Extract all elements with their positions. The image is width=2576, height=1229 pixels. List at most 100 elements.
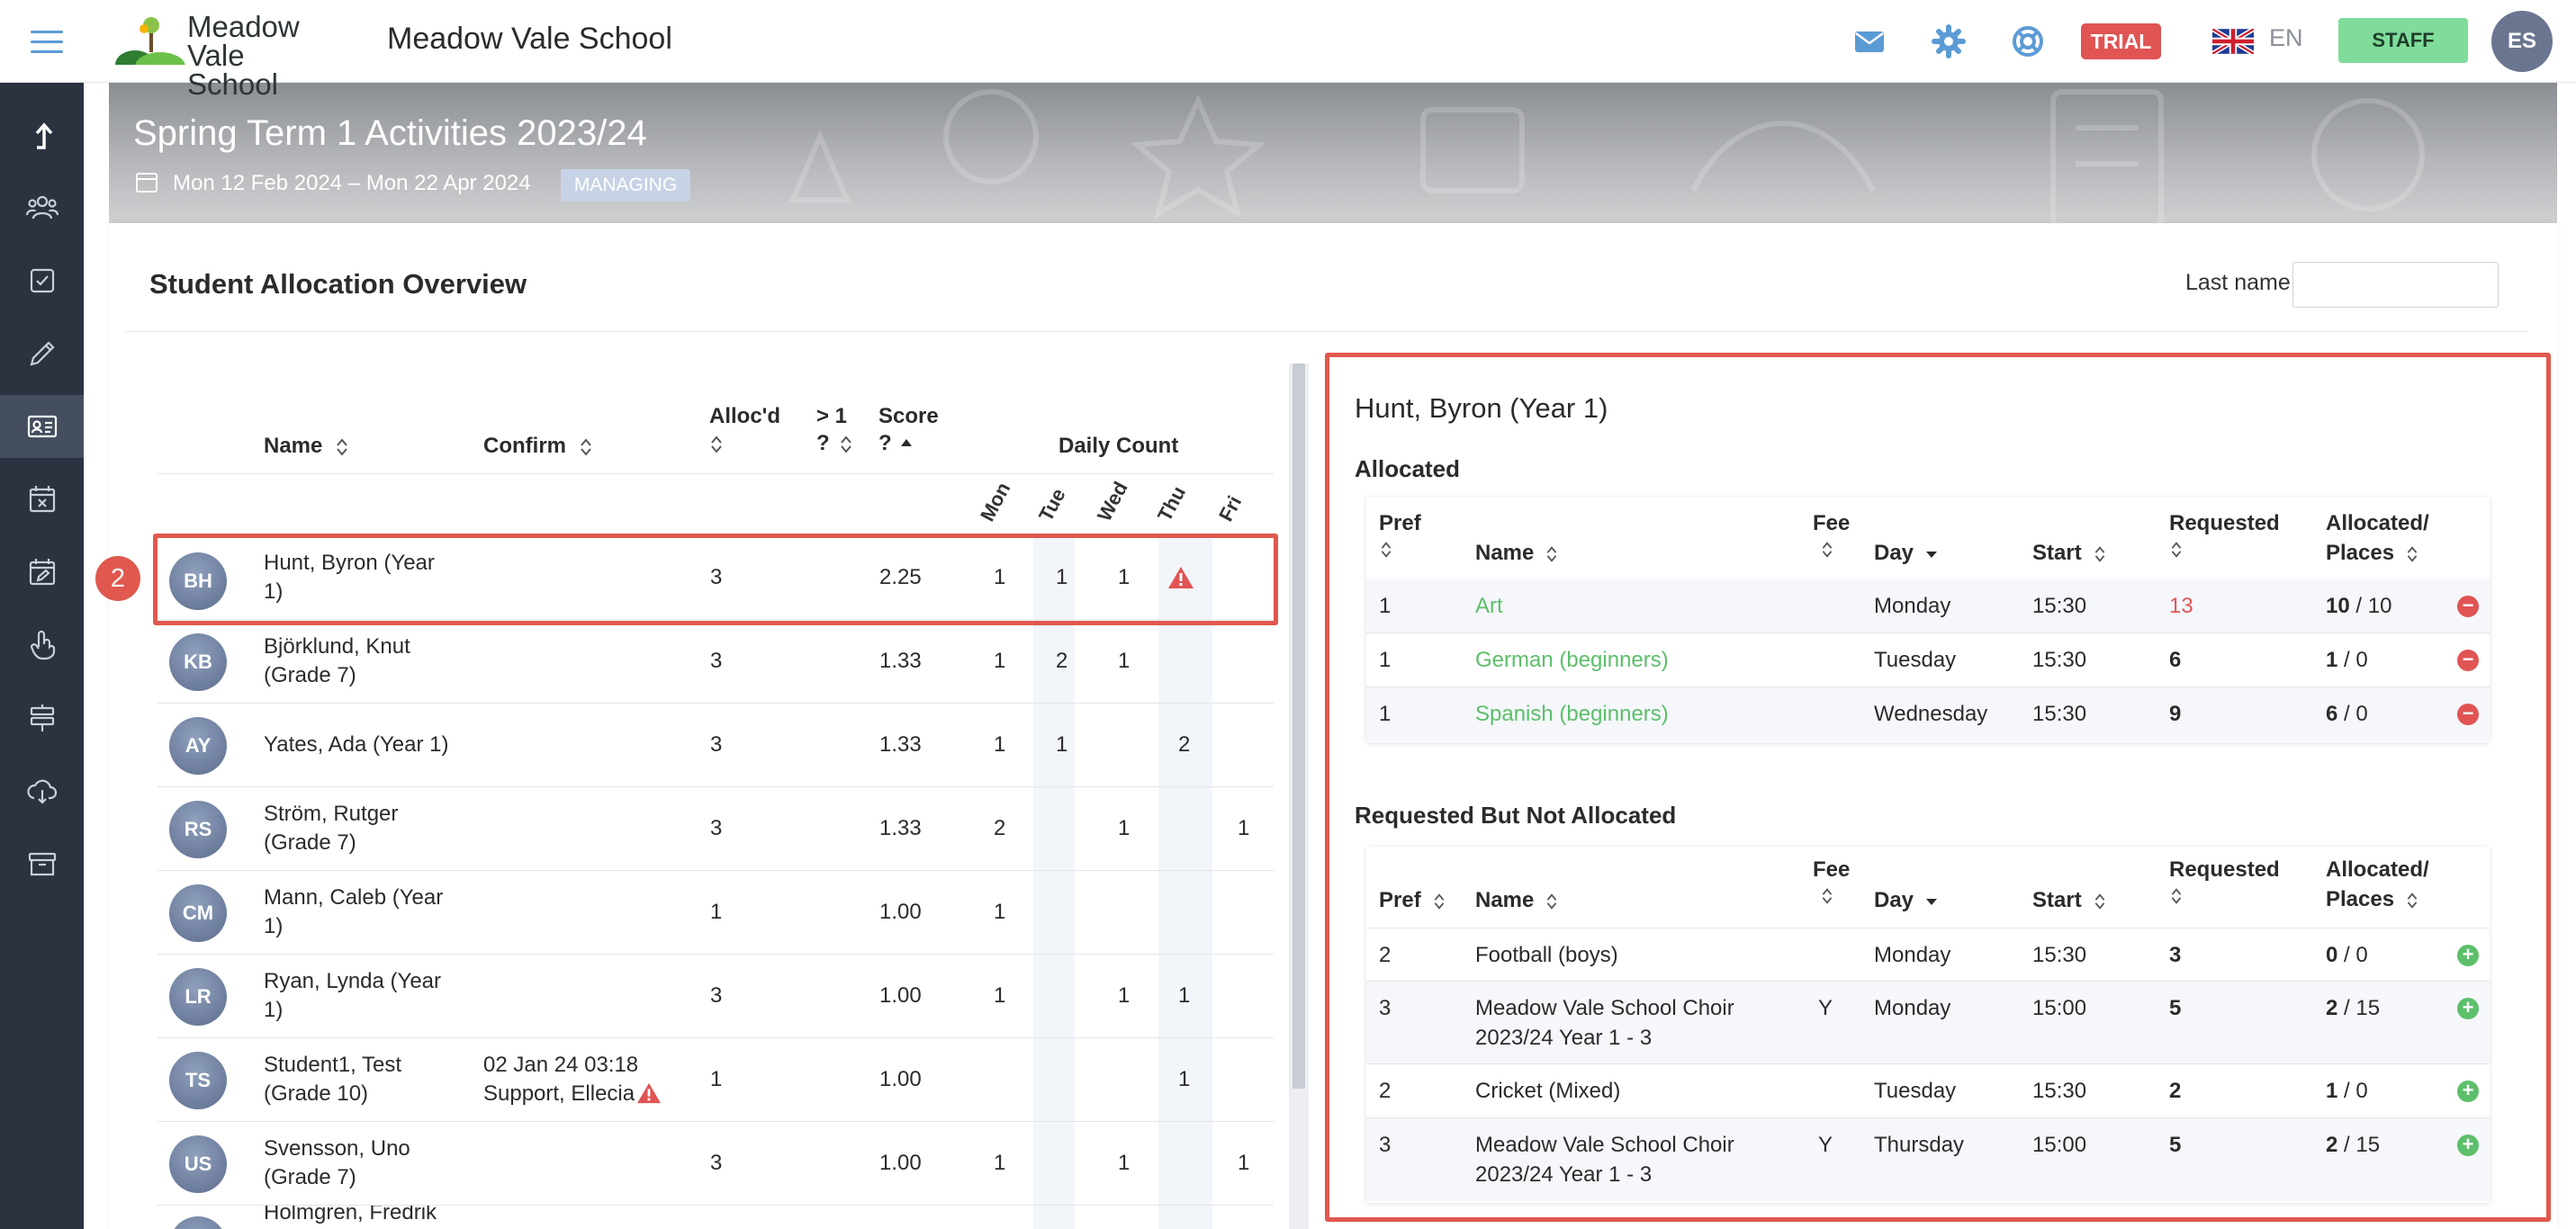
export-icon[interactable]	[0, 103, 84, 166]
page-title: Student Allocation Overview	[149, 268, 527, 300]
score-value: 1.00	[879, 983, 922, 1008]
table-row[interactable]: 2 Cricket (Mixed) Tuesday 15:30 2 1 / 0 …	[1366, 1064, 2490, 1118]
warning-icon[interactable]	[636, 1081, 662, 1105]
activity-link[interactable]: Spanish (beginners)	[1475, 702, 1669, 726]
language-selector[interactable]: EN	[2269, 24, 2303, 51]
start-value: 15:30	[2032, 594, 2087, 618]
sort-icon	[1547, 893, 1557, 910]
add-allocation-button[interactable]: +	[2457, 1081, 2479, 1102]
add-allocation-button[interactable]: +	[2457, 998, 2479, 1019]
confirm-column-header[interactable]: Confirm	[483, 434, 593, 459]
confirm-info: 02 Jan 24 03:18 Support, Ellecia	[483, 1053, 639, 1106]
fri-count: 1	[1238, 1151, 1250, 1175]
table-row[interactable]: 3 Meadow Vale School Choir 2023/24 Year 1…	[1366, 982, 2490, 1064]
allocated-places-value: 2 / 15	[2326, 996, 2381, 1020]
requested-header[interactable]: Requested	[2169, 508, 2280, 568]
sort-ascending-icon	[900, 438, 912, 446]
student-name[interactable]: Svensson, Uno (Grade 7)	[264, 1136, 410, 1189]
table-row[interactable]: AY Yates, Ada (Year 1) 3 1.33 1 1 2	[158, 704, 1274, 787]
name-column-header[interactable]: Name	[264, 434, 349, 459]
calendar-x-icon[interactable]	[0, 468, 84, 531]
cloud-download-icon[interactable]	[0, 759, 84, 822]
user-avatar[interactable]: ES	[2491, 11, 2553, 72]
day-header[interactable]: Day	[1874, 885, 1939, 915]
logo-hills-icon	[115, 17, 187, 81]
allocated-places-header[interactable]: Allocated/Places	[2326, 857, 2429, 911]
mon-count: 1	[994, 649, 1006, 673]
student-name[interactable]: Mann, Caleb (Year 1)	[264, 885, 444, 938]
remove-allocation-button[interactable]: −	[2457, 650, 2479, 671]
table-row[interactable]: KB Björklund, Knut (Grade 7) 3 1.33 1 2 1	[158, 620, 1274, 704]
student-name[interactable]: Student1, Test (Grade 10)	[264, 1053, 401, 1106]
calendar-edit-icon[interactable]	[0, 541, 84, 604]
staff-button[interactable]: STAFF	[2338, 18, 2468, 63]
student-name[interactable]: Ström, Rutger (Grade 7)	[264, 802, 399, 855]
warning-icon[interactable]	[1167, 565, 1194, 590]
signpost-icon[interactable]	[0, 686, 84, 749]
help-lifebuoy-icon[interactable]	[2010, 23, 2046, 59]
student-name[interactable]: Yates, Ada (Year 1)	[264, 732, 449, 757]
requested-header[interactable]: Requested	[2169, 855, 2280, 914]
table-row[interactable]: CM Mann, Caleb (Year 1) 1 1.00 1	[158, 871, 1274, 955]
school-logo[interactable]: Meadow Vale School	[115, 9, 331, 99]
table-row[interactable]: BH Hunt, Byron (Year 1) 3 2.25 1 1 1	[158, 536, 1274, 620]
table-row[interactable]: RS Ström, Rutger (Grade 7) 3 1.33 2 1 1	[158, 787, 1274, 871]
gear-icon[interactable]	[1931, 23, 1967, 59]
start-value: 15:00	[2032, 1133, 2087, 1157]
sort-icon	[2171, 888, 2182, 904]
people-icon[interactable]	[0, 176, 84, 239]
archive-box-icon[interactable]	[0, 832, 84, 895]
tue-count: 2	[1056, 649, 1068, 673]
allocd-column-header[interactable]: Alloc'd	[709, 403, 780, 457]
name-header[interactable]: Name	[1475, 885, 1559, 915]
remove-allocation-button[interactable]: −	[2457, 596, 2479, 617]
alloc-count: 3	[710, 816, 723, 840]
table-row[interactable]: LR Ryan, Lynda (Year 1) 3 1.00 1 1 1	[158, 955, 1274, 1038]
pencil-icon[interactable]	[0, 322, 84, 385]
student-name[interactable]: Björklund, Knut (Grade 7)	[264, 634, 410, 687]
avatar: AY	[169, 717, 227, 775]
sort-icon	[2407, 892, 2418, 909]
add-allocation-button[interactable]: +	[2457, 945, 2479, 966]
score-value: 1.00	[879, 900, 922, 924]
start-header[interactable]: Start	[2032, 538, 2107, 568]
hand-pointer-icon[interactable]	[0, 614, 84, 677]
uk-flag-icon[interactable]	[2212, 29, 2254, 54]
fee-header[interactable]: Fee	[1813, 508, 1850, 568]
add-allocation-button[interactable]: +	[2457, 1135, 2479, 1156]
student-name[interactable]: Ryan, Lynda (Year 1)	[264, 969, 442, 1022]
mail-icon[interactable]	[1851, 23, 1887, 59]
day-header[interactable]: Day	[1874, 538, 1939, 568]
table-row[interactable]: 1 Art Monday 15:30 13 10 / 10 −	[1366, 579, 2490, 633]
score-value: 1.00	[879, 1151, 922, 1175]
allocated-places-header[interactable]: Allocated/Places	[2326, 511, 2429, 565]
more-than-one-column-header[interactable]: > 1?	[816, 403, 853, 457]
activity-link[interactable]: German (beginners)	[1475, 648, 1669, 672]
divider	[126, 331, 2527, 332]
table-row[interactable]: 1 German (beginners) Tuesday 15:30 6 1 /…	[1366, 633, 2490, 687]
table-row[interactable]: TS Student1, Test (Grade 10) 02 Jan 24 03…	[158, 1038, 1274, 1122]
pref-header[interactable]: Pref	[1379, 885, 1446, 915]
hamburger-menu-icon[interactable]	[31, 23, 63, 59]
table-row[interactable]: 2 Football (boys) Monday 15:30 3 0 / 0 +	[1366, 928, 2490, 982]
start-header[interactable]: Start	[2032, 885, 2107, 915]
student-name[interactable]: Hunt, Byron (Year 1)	[264, 551, 435, 604]
last-name-input[interactable]	[2292, 262, 2499, 308]
checklist-icon[interactable]	[0, 249, 84, 312]
table-row[interactable]: US Svensson, Uno (Grade 7) 3 1.00 1 1 1	[158, 1122, 1274, 1206]
name-header[interactable]: Name	[1475, 538, 1559, 568]
thu-count: 1	[1178, 983, 1191, 1008]
remove-allocation-button[interactable]: −	[2457, 704, 2479, 725]
table-row[interactable]: FH Holmgren, Fredrik	[158, 1206, 1274, 1229]
table-scrollbar[interactable]	[1293, 363, 1305, 1089]
requested-value: 2	[2169, 1079, 2182, 1103]
requested-value: 5	[2169, 996, 2182, 1020]
id-card-icon[interactable]	[0, 395, 84, 458]
student-name[interactable]: Holmgren, Fredrik	[264, 1206, 437, 1225]
fee-header[interactable]: Fee	[1813, 855, 1850, 914]
score-column-header[interactable]: Score?	[878, 404, 939, 455]
activity-link[interactable]: Art	[1475, 594, 1503, 618]
table-row[interactable]: 3 Meadow Vale School Choir 2023/24 Year 1…	[1366, 1118, 2490, 1201]
table-row[interactable]: 1 Spanish (beginners) Wednesday 15:30 9 …	[1366, 687, 2490, 741]
pref-header[interactable]: Pref	[1379, 508, 1421, 568]
